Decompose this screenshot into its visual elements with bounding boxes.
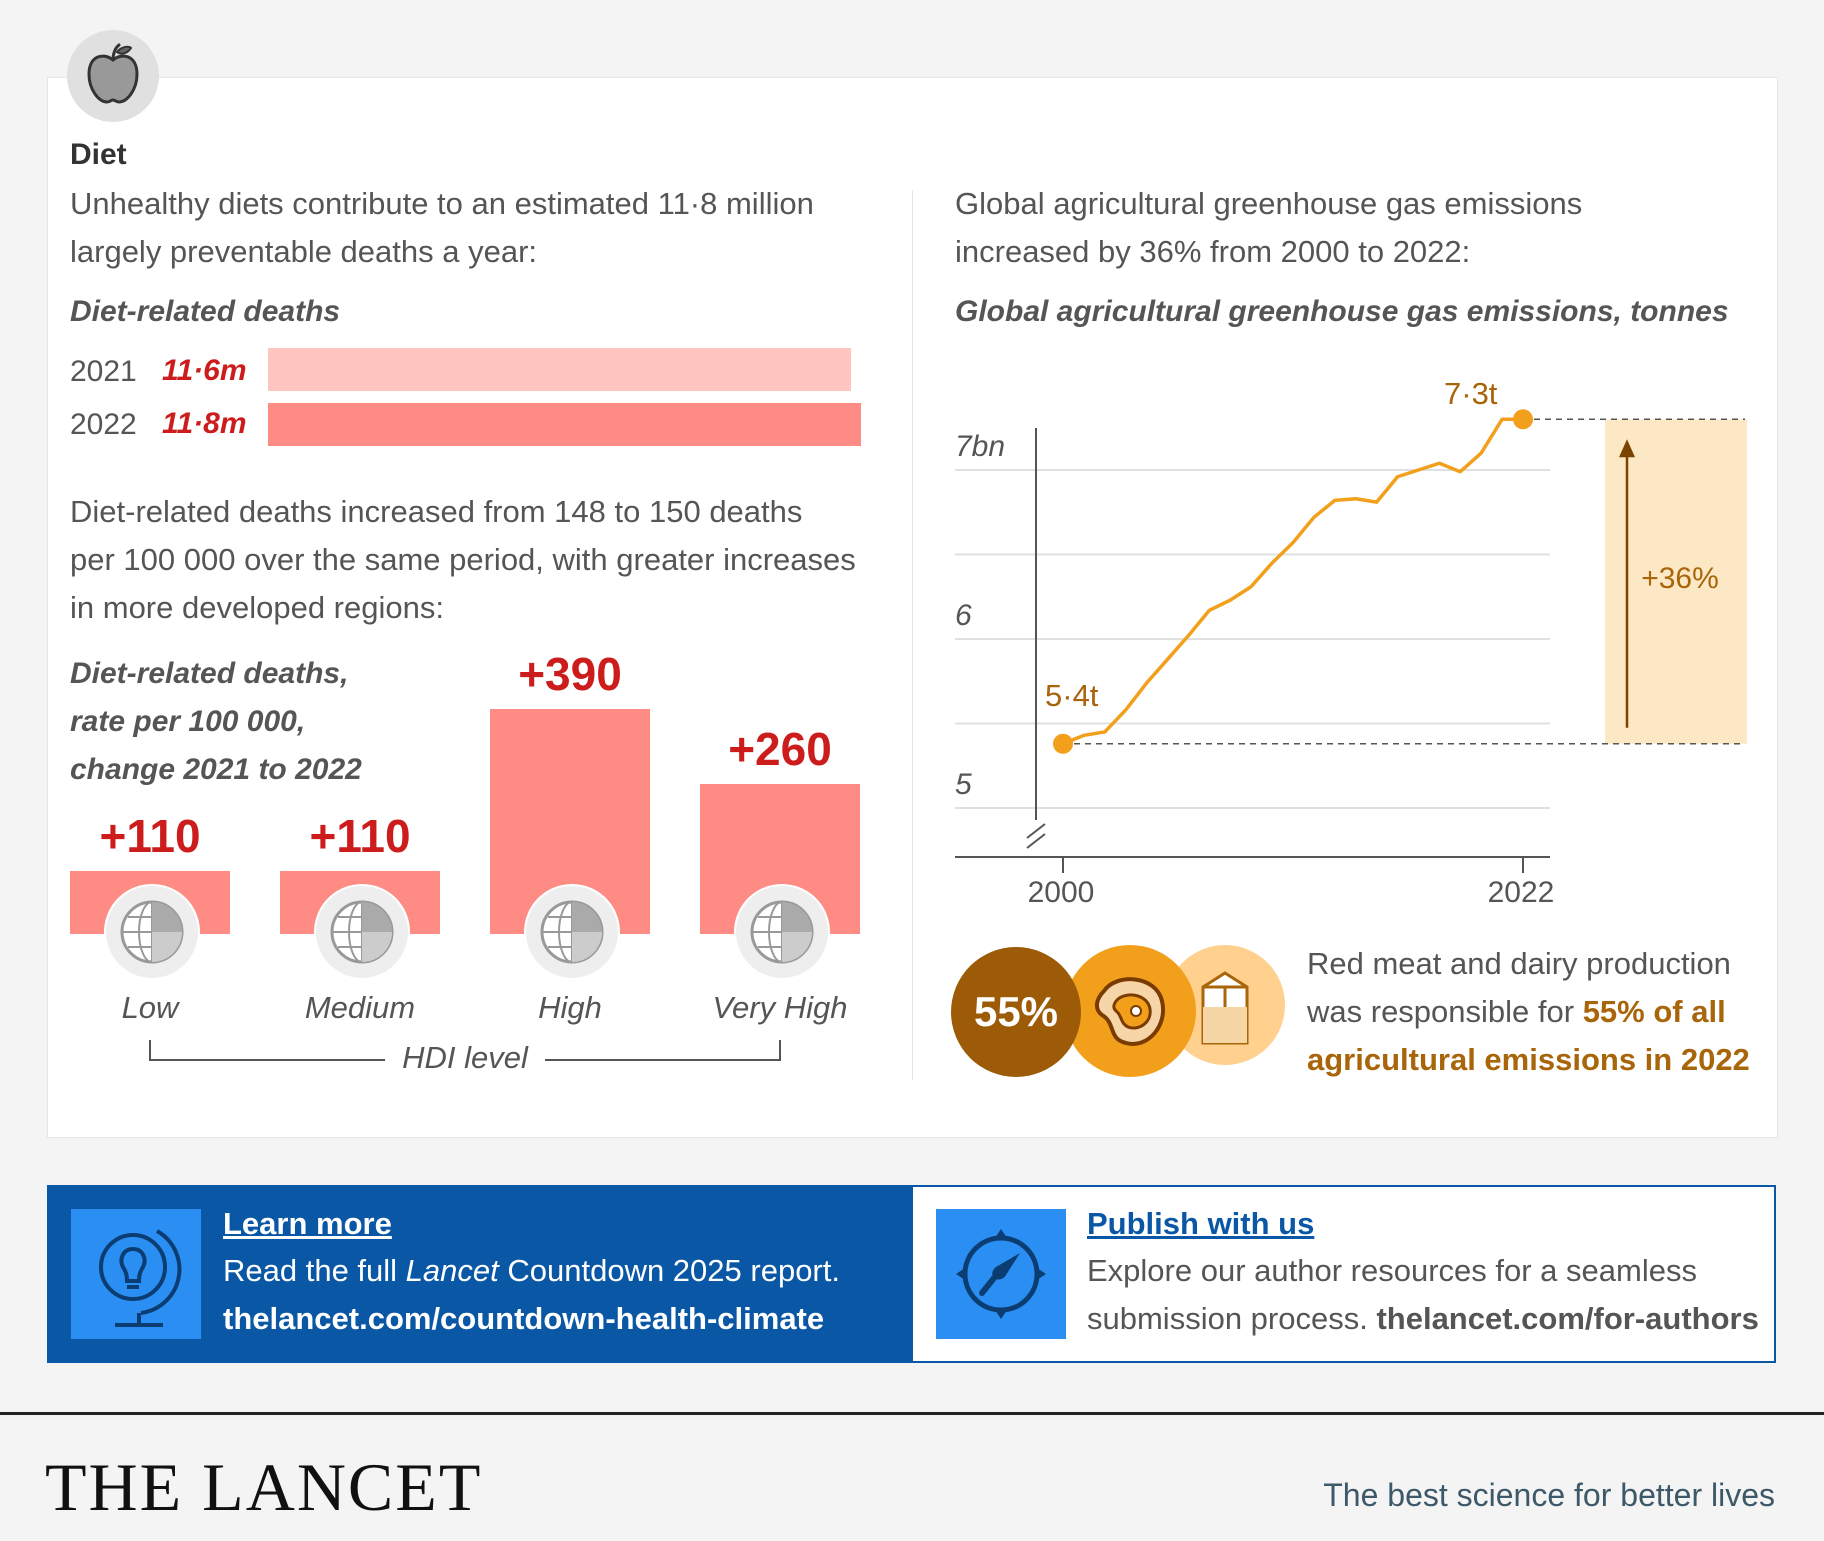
publish-line1: Explore our author resources for a seaml… bbox=[1087, 1253, 1697, 1288]
meat-circle bbox=[1064, 945, 1196, 1077]
emissions-line-chart: 5 6 7bn 2000 2022 bbox=[955, 409, 1747, 909]
steak-icon bbox=[1095, 977, 1166, 1046]
tagline: The best science for better lives bbox=[1323, 1477, 1775, 1513]
footer-rule bbox=[0, 1412, 1824, 1415]
right-intro-line2: increased by 36% from 2000 to 2022: bbox=[955, 234, 1471, 269]
learn-more-link[interactable]: Learn more bbox=[223, 1206, 392, 1241]
hdi-globe-icon bbox=[104, 884, 200, 980]
rate-line2: per 100 000 over the same period, with g… bbox=[70, 542, 856, 577]
hdi-value-label: +110 bbox=[99, 810, 201, 862]
axis-break-mark bbox=[1026, 833, 1046, 849]
end-value-label: 7·3t bbox=[1444, 376, 1498, 411]
emissions-callout: Red meat and dairy production was respon… bbox=[1307, 940, 1750, 1084]
compass-icon bbox=[956, 1229, 1046, 1319]
hdi-heading-line3: change 2021 to 2022 bbox=[70, 753, 362, 786]
callout-line1: Red meat and dairy production bbox=[1307, 946, 1731, 981]
axis-break-mark bbox=[1026, 823, 1046, 839]
rate-paragraph: Diet-related deaths increased from 148 t… bbox=[70, 488, 856, 632]
column-divider bbox=[912, 190, 913, 1080]
right-intro: Global agricultural greenhouse gas emiss… bbox=[955, 180, 1582, 276]
hdi-category-label: Medium bbox=[304, 990, 416, 1025]
hdi-category-label: Low bbox=[121, 990, 179, 1025]
deaths-bar-2021 bbox=[268, 348, 851, 391]
callout-line3: agricultural emissions in 2022 bbox=[1307, 1036, 1750, 1084]
callout-line2-plain: was responsible for bbox=[1307, 994, 1583, 1029]
left-intro-line2: largely preventable deaths a year: bbox=[70, 234, 538, 269]
deaths-value-2021: 11·6m bbox=[162, 354, 247, 387]
hdi-value-label: +260 bbox=[728, 723, 832, 775]
callout-line2-bold: 55% of all bbox=[1582, 994, 1726, 1029]
learn-more-url[interactable]: thelancet.com/countdown-health-climate bbox=[223, 1301, 825, 1336]
topic-badge bbox=[67, 30, 159, 122]
y-tick-label: 5 bbox=[955, 768, 972, 801]
hdi-globe-icon bbox=[524, 884, 620, 980]
deaths-heading: Diet-related deaths bbox=[70, 295, 341, 328]
publish-line2-pre: submission process. bbox=[1087, 1301, 1377, 1336]
hdi-value-label: +390 bbox=[518, 648, 622, 700]
start-value-label: 5·4t bbox=[1045, 678, 1099, 713]
deaths-year-2021: 2021 bbox=[70, 355, 137, 388]
deaths-bar-2022 bbox=[268, 403, 861, 446]
emissions-chart-heading: Global agricultural greenhouse gas emiss… bbox=[955, 295, 1729, 328]
hdi-value-label: +110 bbox=[309, 810, 411, 862]
hdi-bar-chart: +110 Low +110 Medium +390 High +260 Very High bbox=[0, 0, 912, 1100]
learn-text-post: Countdown 2025 report. bbox=[498, 1253, 840, 1288]
apple-icon bbox=[87, 43, 139, 104]
hdi-axis-label: HDI level bbox=[402, 1040, 528, 1075]
milk-carton-icon bbox=[1201, 971, 1249, 1045]
hdi-globe-icon bbox=[734, 884, 830, 980]
left-intro-line1: Unhealthy diets contribute to an estimat… bbox=[70, 186, 814, 221]
change-label: +36% bbox=[1641, 562, 1719, 595]
callout-line3-bold: agricultural emissions in 2022 bbox=[1307, 1042, 1750, 1077]
dairy-circle bbox=[1165, 945, 1285, 1065]
learn-more-text: Read the full Lancet Countdown 2025 repo… bbox=[223, 1247, 840, 1343]
y-tick-label: 6 bbox=[955, 599, 972, 632]
deaths-value-2022: 11·8m bbox=[162, 407, 247, 440]
end-point bbox=[1513, 409, 1533, 430]
lancet-logo: THE LANCET bbox=[45, 1449, 483, 1525]
rate-line3: in more developed regions: bbox=[70, 590, 444, 625]
hdi-heading-line2: rate per 100 000, bbox=[70, 705, 306, 738]
emissions-series-line bbox=[1062, 417, 1523, 746]
publish-link[interactable]: Publish with us bbox=[1087, 1206, 1315, 1241]
y-tick-label: 7bn bbox=[955, 430, 1005, 463]
share-circle: 55% bbox=[951, 947, 1081, 1077]
hdi-axis-bracket bbox=[149, 1040, 781, 1061]
x-tick-label: 2022 bbox=[1488, 876, 1555, 909]
start-point bbox=[1053, 733, 1073, 754]
change-arrow-head bbox=[1619, 439, 1635, 458]
hdi-heading: Diet-related deaths, rate per 100 000, c… bbox=[70, 650, 362, 794]
deaths-year-2022: 2022 bbox=[70, 408, 137, 441]
learn-more-icon-box bbox=[71, 1209, 201, 1339]
lightbulb-globe-icon bbox=[99, 1229, 182, 1327]
learn-text-italic: Lancet bbox=[405, 1253, 499, 1288]
publish-text: Explore our author resources for a seaml… bbox=[1087, 1247, 1759, 1343]
change-band bbox=[1605, 419, 1747, 744]
hdi-category-label: Very High bbox=[712, 990, 848, 1025]
x-tick-label: 2000 bbox=[1028, 876, 1095, 909]
publish-icon-box bbox=[936, 1209, 1066, 1339]
rate-line1: Diet-related deaths increased from 148 t… bbox=[70, 494, 803, 529]
learn-text-pre: Read the full bbox=[223, 1253, 406, 1288]
right-intro-line1: Global agricultural greenhouse gas emiss… bbox=[955, 186, 1583, 221]
left-intro: Unhealthy diets contribute to an estimat… bbox=[70, 180, 814, 276]
hdi-heading-line1: Diet-related deaths, bbox=[70, 657, 349, 690]
topic-title: Diet bbox=[70, 138, 127, 171]
hdi-category-label: High bbox=[538, 990, 602, 1025]
callout-line2: was responsible for 55% of all bbox=[1307, 988, 1750, 1036]
publish-url[interactable]: thelancet.com/for-authors bbox=[1376, 1301, 1759, 1336]
hdi-globe-icon bbox=[314, 884, 410, 980]
